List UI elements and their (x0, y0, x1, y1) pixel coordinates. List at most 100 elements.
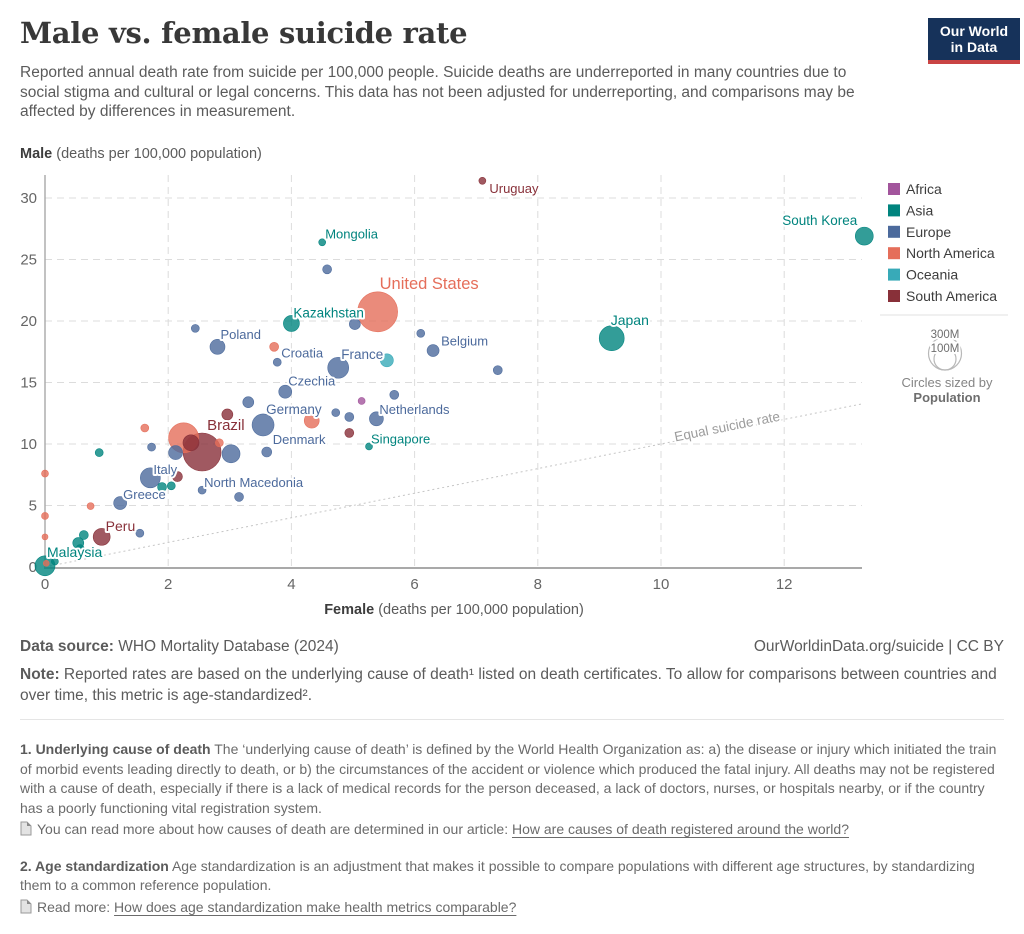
legend-label: Asia (906, 202, 933, 218)
size-caption: Circles sized by (901, 375, 993, 390)
data-point[interactable] (166, 481, 176, 491)
data-point[interactable] (135, 528, 145, 538)
data-point[interactable] (269, 342, 279, 352)
chart-subtitle: Reported annual death rate from suicide … (20, 64, 855, 120)
data-point[interactable] (41, 533, 49, 541)
data-point[interactable] (234, 492, 244, 502)
data-point-belgium[interactable] (426, 344, 440, 357)
data-point-czechia[interactable] (278, 384, 293, 399)
country-label-greece: Greece (123, 487, 166, 502)
country-label-japan: Japan (611, 312, 649, 328)
data-point[interactable] (344, 428, 355, 438)
data-point[interactable] (303, 412, 320, 429)
data-point-croatia[interactable] (272, 357, 282, 367)
data-point[interactable] (221, 408, 234, 421)
legend-swatch (888, 204, 900, 217)
data-point-greece[interactable] (113, 496, 127, 510)
data-point[interactable] (140, 423, 150, 433)
data-point-south-korea[interactable] (854, 226, 874, 246)
footnote-1-link-prefix: You can read more about how causes of de… (37, 821, 512, 837)
data-point-north-macedonia[interactable] (197, 485, 207, 495)
data-point[interactable] (41, 469, 49, 478)
data-point-united-states[interactable] (357, 291, 398, 333)
data-point[interactable] (157, 482, 167, 492)
owid-logo-accent-bar (928, 60, 1020, 64)
legend-item-africa[interactable]: Africa (888, 181, 942, 197)
data-point-singapore[interactable] (365, 442, 373, 451)
data-point-uruguay[interactable] (478, 176, 487, 185)
legend-item-north-america[interactable]: North America (888, 245, 995, 261)
data-point-netherlands[interactable] (369, 411, 384, 427)
country-label-uruguay: Uruguay (489, 181, 539, 196)
data-point-kazakhstan[interactable] (283, 315, 300, 332)
data-point-denmark[interactable] (261, 446, 273, 458)
legend-swatch (888, 225, 900, 238)
data-point-mongolia[interactable] (318, 238, 327, 247)
data-point-poland[interactable] (209, 339, 226, 355)
data-point[interactable] (42, 560, 50, 567)
country-label-south-korea: South Korea (782, 213, 858, 228)
legend-item-europe[interactable]: Europe (888, 224, 951, 240)
data-point[interactable] (86, 502, 95, 510)
data-point[interactable] (51, 557, 59, 566)
data-point[interactable] (75, 544, 85, 553)
footnote-2-text: Age standardization is an adjustment tha… (20, 857, 975, 894)
data-point[interactable] (492, 365, 503, 376)
country-label-denmark: Denmark (273, 432, 326, 447)
y-axis-title: Male (deaths per 100,000 population) (20, 146, 262, 162)
data-point[interactable] (94, 448, 104, 457)
data-point[interactable] (147, 442, 156, 452)
data-point[interactable] (79, 530, 89, 540)
x-tick-label: 0 (41, 576, 49, 593)
data-point[interactable] (380, 353, 394, 368)
data-point[interactable] (191, 324, 200, 333)
article-link-age-standardization[interactable]: How does age standardization make health… (114, 898, 517, 915)
note-text: Reported rates are based on the underlyi… (20, 666, 997, 704)
y-tick-label: 30 (20, 190, 37, 207)
x-tick-label: 2 (164, 576, 172, 593)
footnote-1-term: 1. Underlying cause of death (20, 741, 211, 757)
legend-item-south-america[interactable]: South America (888, 288, 997, 304)
legend-label: Europe (906, 224, 951, 240)
data-point[interactable] (416, 328, 426, 338)
legend-item-asia[interactable]: Asia (888, 202, 933, 218)
y-tick-label: 10 (20, 436, 37, 453)
owid-logo-line1: Our World (939, 23, 1009, 39)
data-point[interactable] (172, 471, 183, 482)
footnote-1-text: The ‘underlying cause of death’ is defin… (20, 741, 997, 816)
data-point[interactable] (221, 444, 241, 464)
data-point-japan[interactable] (598, 325, 625, 352)
data-point[interactable] (322, 264, 332, 275)
x-tick-label: 12 (776, 576, 793, 593)
source-row: Data source: WHO Mortality Database (202… (20, 638, 1004, 656)
data-point[interactable] (215, 438, 224, 448)
data-point[interactable] (344, 412, 355, 422)
data-point[interactable] (357, 397, 366, 405)
data-point[interactable] (41, 512, 49, 520)
article-link-causes-of-death[interactable]: How are causes of death registered aroun… (512, 821, 849, 837)
data-point[interactable] (331, 408, 341, 417)
data-point[interactable] (389, 389, 400, 400)
footnote-2-term: 2. Age standardization (20, 857, 169, 874)
data-source-value: WHO Mortality Database (2024) (113, 638, 339, 655)
data-point-italy[interactable] (140, 467, 161, 489)
attribution[interactable]: OurWorldinData.org/suicide | CC BY (754, 638, 1004, 656)
data-point[interactable] (182, 434, 200, 452)
note-label: Note: (20, 666, 60, 683)
data-point-germany[interactable] (251, 413, 275, 437)
owid-logo[interactable]: Our World in Data (928, 18, 1020, 64)
legend-swatch (888, 183, 900, 195)
country-label-brazil: Brazil (207, 417, 245, 434)
page-title: Male vs. female suicide rate (20, 16, 468, 50)
data-point[interactable] (242, 396, 255, 408)
data-point[interactable] (349, 318, 361, 330)
country-label-croatia: Croatia (281, 346, 324, 361)
footnote-2: 2. Age standardization Age standardizati… (20, 857, 1008, 896)
data-point-france[interactable] (327, 356, 350, 379)
country-label-germany: Germany (266, 402, 322, 417)
legend-swatch (888, 268, 900, 281)
data-point[interactable] (168, 445, 183, 460)
legend-item-oceania[interactable]: Oceania (888, 267, 958, 283)
data-point-peru[interactable] (92, 528, 111, 546)
attribution-text: OurWorldinData.org/suicide | CC BY (753, 638, 1004, 655)
